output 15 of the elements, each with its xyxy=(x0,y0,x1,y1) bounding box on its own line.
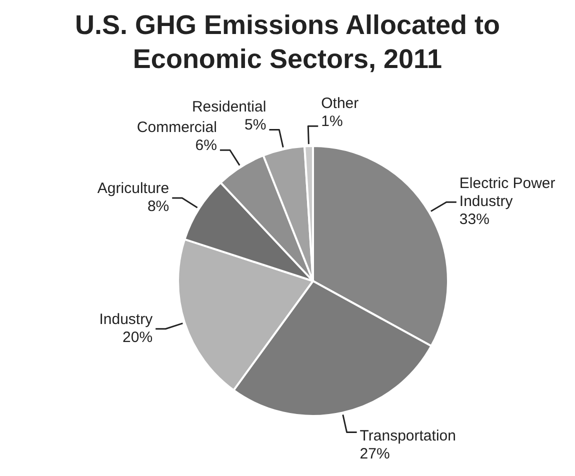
data-label: 27% xyxy=(360,445,390,462)
slice-label: Transportation xyxy=(360,427,456,444)
slice-label: Industry xyxy=(99,310,154,328)
data-label: 8% xyxy=(147,198,170,215)
slice-label: Agriculture xyxy=(97,180,170,197)
data-label: 6% xyxy=(195,137,217,154)
data-label: 33% xyxy=(459,211,490,228)
slice-label: Residential xyxy=(192,98,266,116)
slice-label: Other xyxy=(321,95,359,112)
data-label: 20% xyxy=(122,328,153,346)
slice-label: Commercial xyxy=(136,119,217,136)
data-label: 1% xyxy=(321,113,343,130)
slice-label: Electric Power Industry xyxy=(459,175,556,210)
chart-title: U.S. GHG Emissions Allocated to Economic Sectors, 2011 xyxy=(74,9,502,76)
data-label: 5% xyxy=(244,116,266,134)
